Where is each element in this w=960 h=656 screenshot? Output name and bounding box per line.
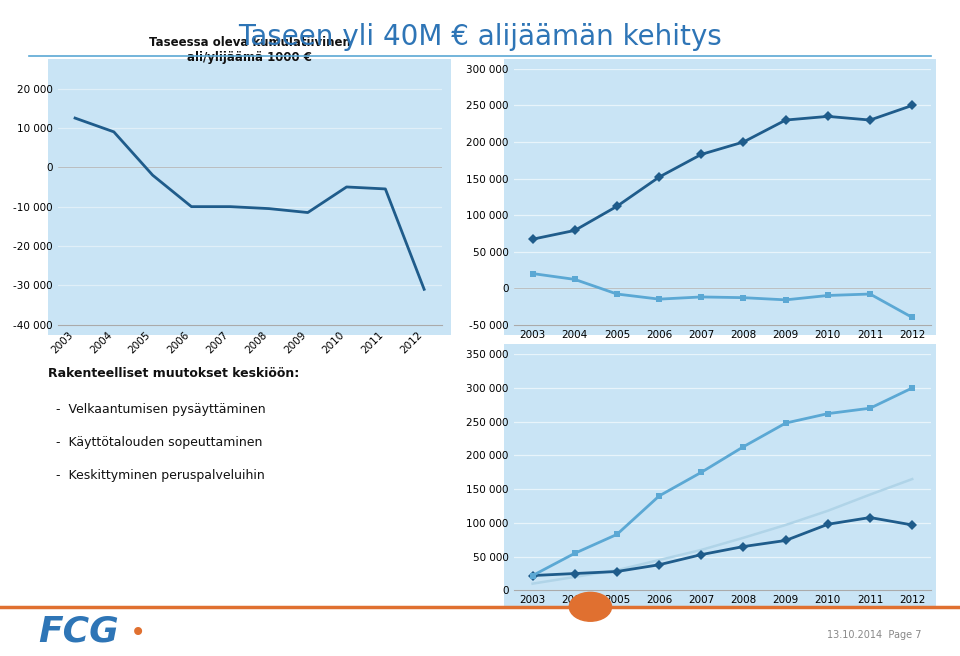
Text: Taseen yli 40M € alijäämän kehitys: Taseen yli 40M € alijäämän kehitys [238,23,722,51]
Title: Taseessa oleva kumulatiivinen
ali/ylijäämä 1000 €: Taseessa oleva kumulatiivinen ali/ylijää… [149,35,350,64]
Text: FCG: FCG [38,614,119,648]
Text: -  Keskittyminen peruspalveluihin: - Keskittyminen peruspalveluihin [48,469,265,482]
Text: •: • [130,619,146,647]
Legend: Kotka Lainakanta 1000 e, Kotka Kumulatiivinen ali/ylijäämä 1000 e: Kotka Lainakanta 1000 e, Kotka Kumulatii… [518,394,769,427]
Text: -  Velkaantumisen pysäyttäminen: - Velkaantumisen pysäyttäminen [48,403,266,417]
Text: 13.10.2014  Page 7: 13.10.2014 Page 7 [828,630,922,640]
Text: Rakenteelliset muutokset keskiöön:: Rakenteelliset muutokset keskiöön: [48,367,300,380]
Text: -  Käyttötalouden sopeuttaminen: - Käyttötalouden sopeuttaminen [48,436,262,449]
